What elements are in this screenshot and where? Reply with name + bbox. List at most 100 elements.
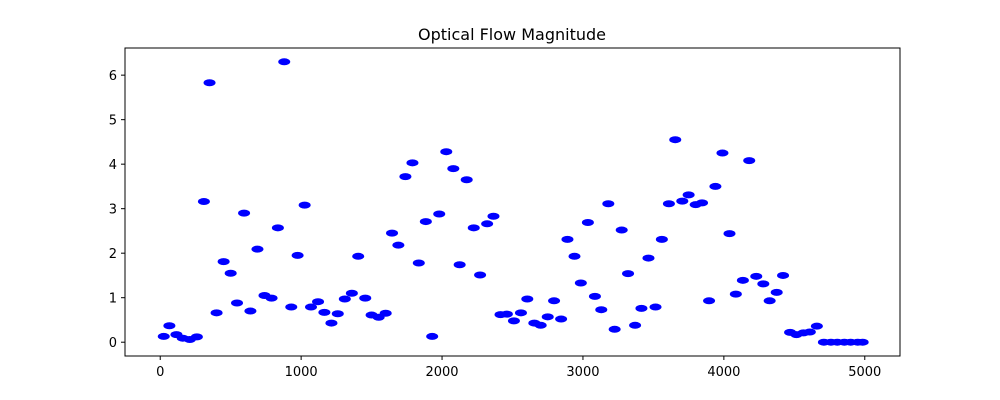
- data-point: [203, 79, 216, 87]
- data-point: [487, 212, 500, 220]
- y-axis: 0 1 2 3 4 5 6: [109, 69, 125, 351]
- data-point: [729, 290, 742, 298]
- data-point: [278, 58, 291, 66]
- data-point: [856, 338, 869, 346]
- data-point: [426, 332, 439, 340]
- data-point: [541, 313, 554, 321]
- data-point: [500, 310, 513, 318]
- data-point: [608, 325, 621, 333]
- data-point: [669, 136, 682, 144]
- x-tick-label: 0: [156, 365, 164, 380]
- data-point: [521, 295, 534, 303]
- data-point: [474, 271, 487, 279]
- x-tick-label: 5000: [848, 365, 881, 380]
- data-point: [743, 157, 756, 165]
- data-point: [723, 230, 736, 238]
- data-point: [574, 279, 587, 287]
- data-point: [244, 307, 257, 315]
- data-point: [190, 333, 203, 341]
- data-point: [655, 235, 668, 243]
- data-point: [352, 252, 365, 260]
- data-point: [622, 270, 635, 278]
- data-point: [716, 149, 729, 157]
- data-point: [736, 276, 749, 284]
- data-point: [635, 304, 648, 312]
- y-tick-label: 6: [109, 69, 117, 84]
- y-tick-label: 4: [109, 158, 117, 173]
- data-point: [440, 148, 453, 156]
- data-point: [379, 309, 392, 317]
- data-point: [433, 210, 446, 218]
- data-point: [770, 288, 783, 296]
- data-point: [682, 191, 695, 199]
- data-point: [662, 200, 675, 208]
- data-point: [602, 200, 615, 208]
- data-point: [453, 261, 466, 269]
- y-tick-label: 3: [109, 203, 117, 218]
- data-point: [757, 280, 770, 288]
- data-point: [696, 199, 709, 207]
- data-point: [345, 289, 358, 297]
- data-point: [285, 303, 298, 311]
- data-point: [238, 209, 251, 217]
- data-point: [709, 182, 722, 190]
- x-tick-label: 2000: [425, 365, 458, 380]
- data-point: [359, 294, 372, 302]
- data-point: [210, 309, 223, 317]
- data-point: [331, 310, 344, 318]
- data-point: [392, 241, 405, 249]
- x-axis: 0 1000 2000 3000 4000 5000: [156, 356, 881, 380]
- y-tick-label: 5: [109, 114, 117, 129]
- data-point: [224, 269, 237, 277]
- data-point: [412, 259, 425, 267]
- plot-area: [124, 47, 901, 357]
- x-tick-label: 1000: [285, 365, 318, 380]
- data-point: [298, 201, 311, 209]
- data-point: [595, 306, 608, 314]
- data-point: [197, 198, 210, 206]
- data-point: [217, 258, 230, 266]
- data-point: [325, 319, 338, 327]
- data-point: [514, 309, 527, 317]
- data-point: [231, 299, 244, 307]
- y-tick-label: 1: [109, 292, 117, 307]
- data-point: [803, 328, 816, 336]
- data-point: [588, 292, 601, 300]
- data-point: [265, 294, 278, 302]
- y-tick-label: 2: [109, 247, 117, 262]
- data-point: [481, 220, 494, 228]
- data-point: [615, 226, 628, 234]
- data-point: [291, 251, 304, 259]
- data-point: [629, 321, 642, 329]
- data-point: [750, 272, 763, 280]
- data-point: [386, 229, 399, 237]
- data-point: [581, 218, 594, 226]
- scatter-series: [157, 58, 869, 346]
- data-point: [399, 173, 412, 181]
- data-point: [649, 303, 662, 311]
- data-point: [568, 252, 581, 260]
- data-point: [703, 297, 716, 305]
- data-point: [406, 159, 419, 167]
- y-tick-label: 0: [109, 336, 117, 351]
- data-point: [163, 322, 176, 330]
- data-point: [447, 165, 460, 173]
- data-point: [777, 271, 790, 279]
- data-point: [642, 254, 655, 262]
- x-tick-label: 4000: [707, 365, 740, 380]
- data-point: [561, 235, 574, 243]
- data-point: [507, 317, 520, 325]
- data-point: [312, 298, 325, 306]
- data-point: [810, 322, 823, 330]
- data-point: [555, 315, 568, 323]
- data-point: [467, 224, 480, 232]
- data-point: [534, 321, 547, 329]
- data-point: [318, 308, 331, 316]
- data-point: [460, 176, 473, 184]
- x-tick-label: 3000: [566, 365, 599, 380]
- data-point: [338, 295, 351, 303]
- data-point: [419, 218, 432, 226]
- data-point: [763, 297, 776, 305]
- data-point: [271, 224, 284, 232]
